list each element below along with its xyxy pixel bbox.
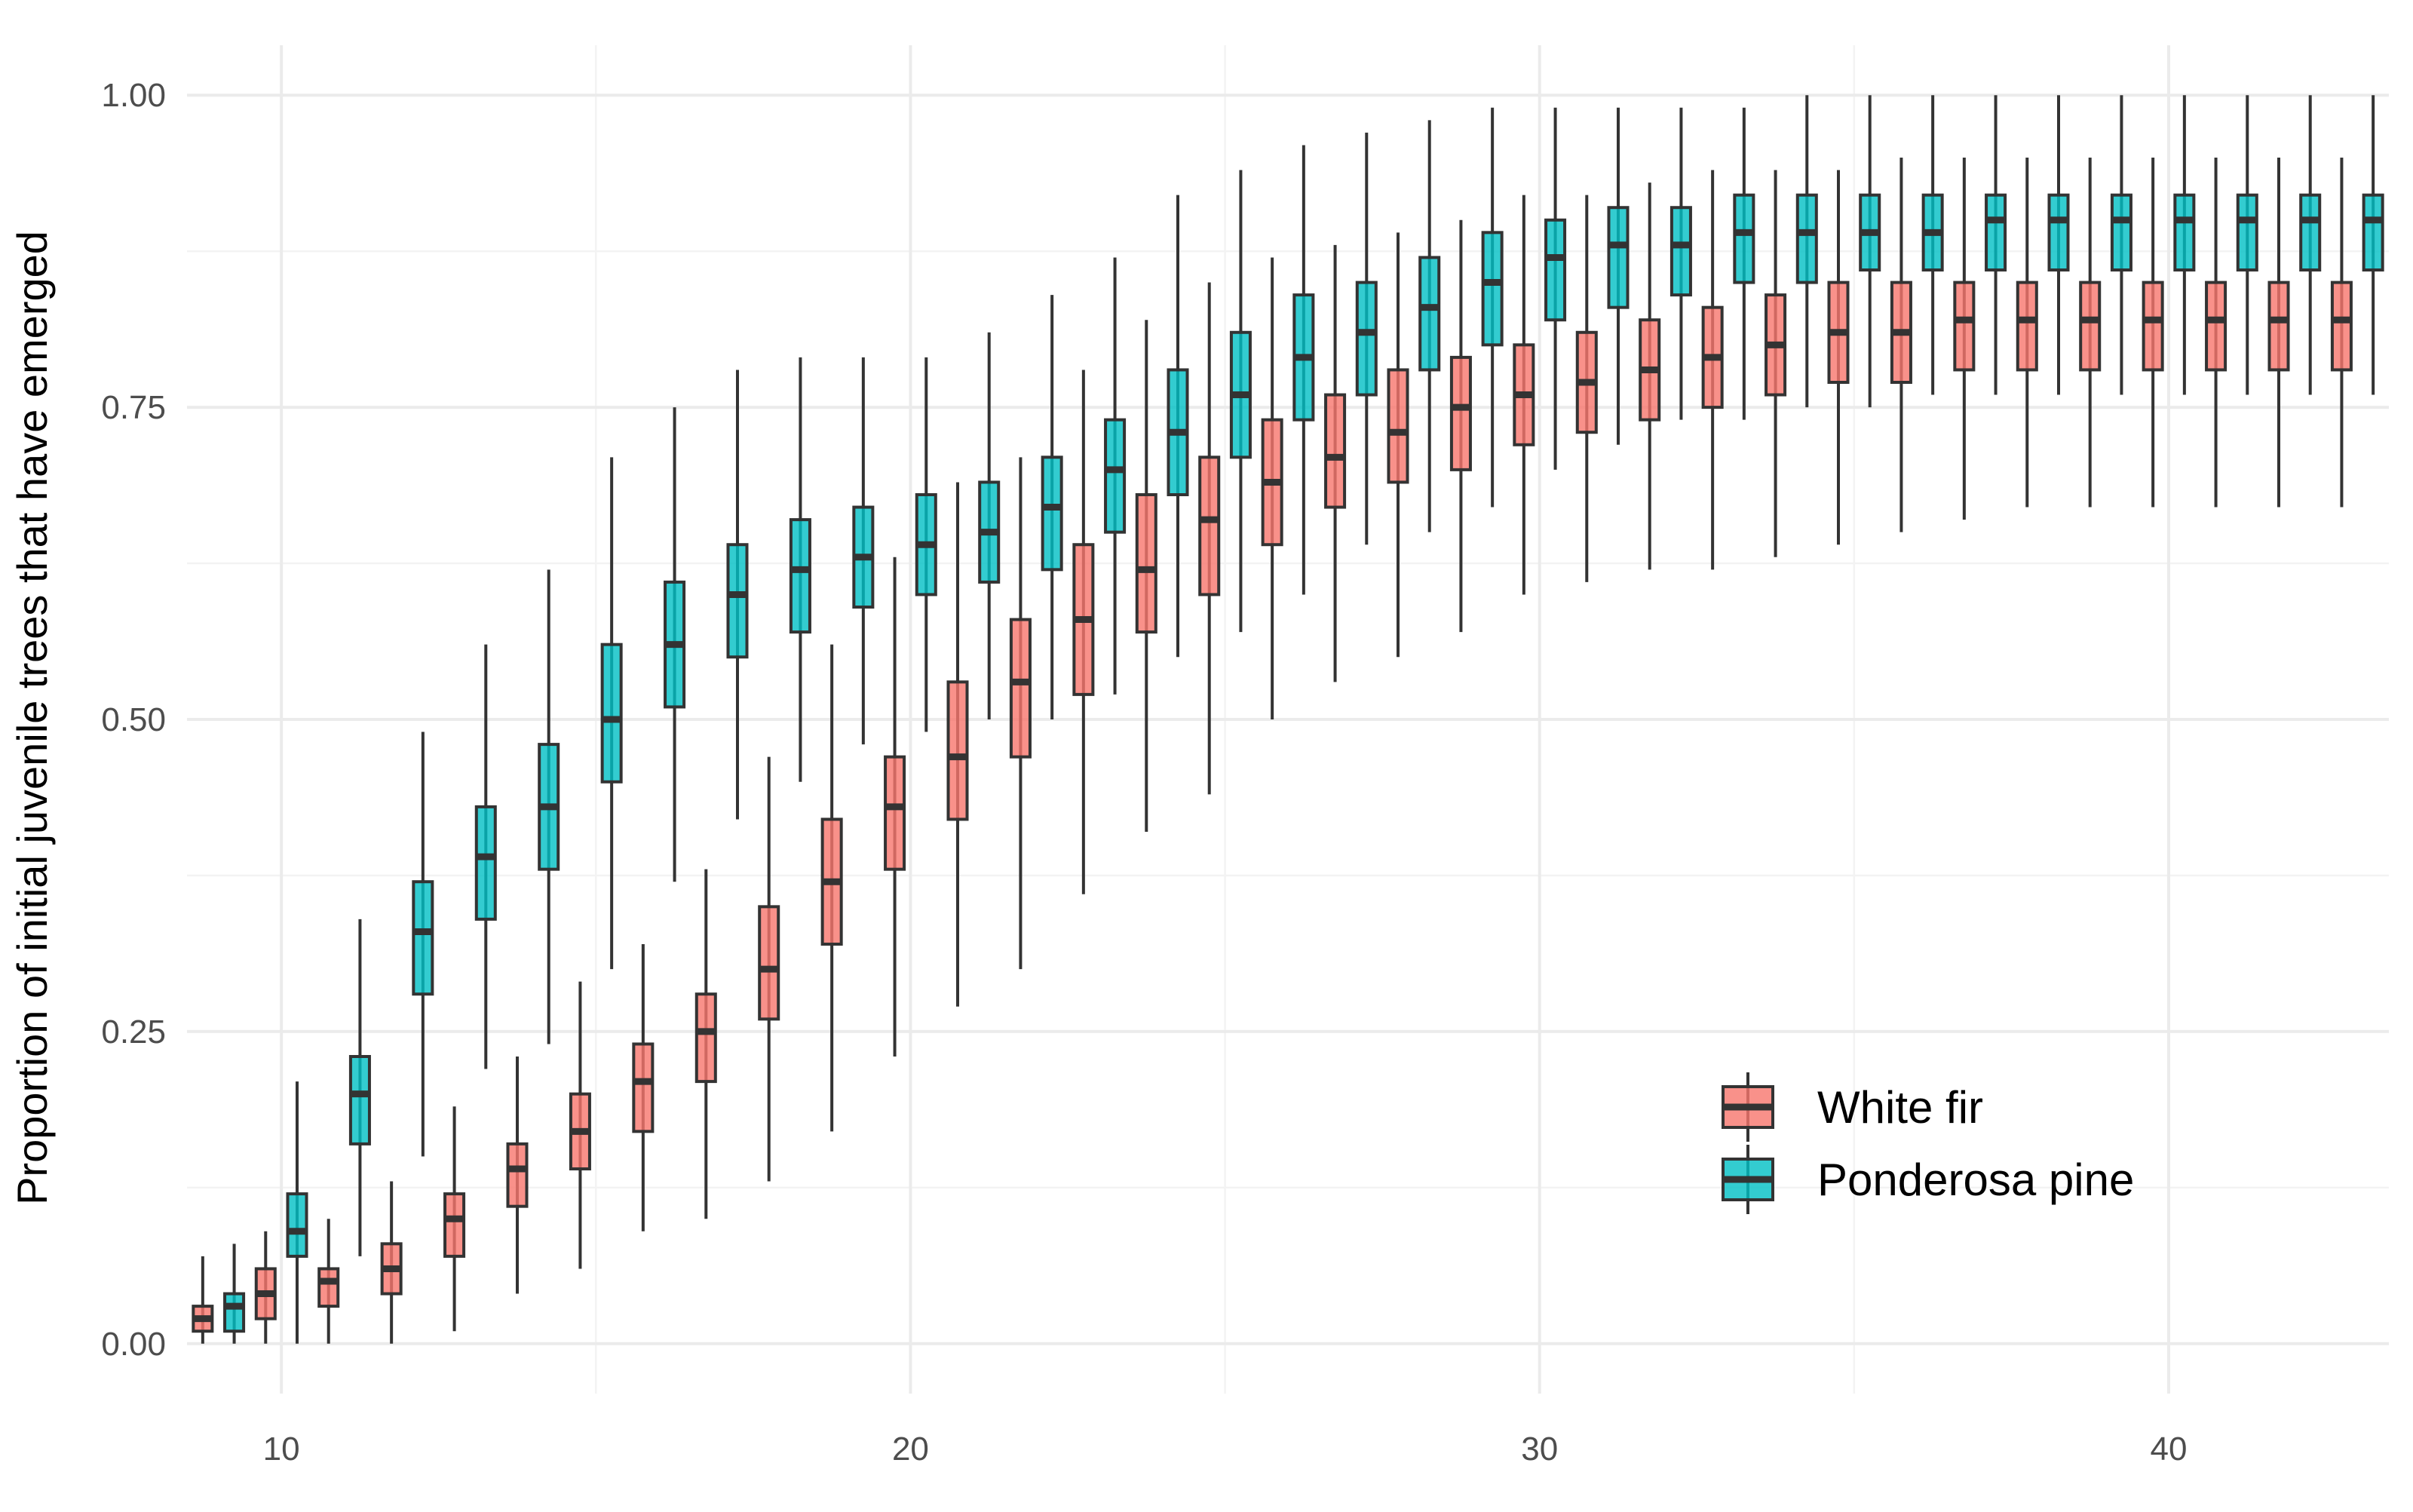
box [2236, 193, 2258, 271]
y-axis-title: Proportion of initial juvenile trees tha… [8, 231, 56, 1205]
legend: White fir Ponderosa pine [1722, 1072, 2134, 1214]
box [884, 755, 906, 871]
x-tick-label: 30 [1521, 1431, 1558, 1468]
legend-label: Ponderosa pine [1817, 1155, 2134, 1205]
box [758, 905, 780, 1021]
box [2362, 193, 2384, 271]
box [1009, 618, 1032, 759]
box [2330, 281, 2353, 372]
box [474, 805, 497, 921]
box [1324, 393, 1347, 509]
legend-key-white-fir [1722, 1072, 1774, 1142]
box [2110, 193, 2132, 271]
y-tick-label: 0.50 [101, 701, 166, 738]
box [1544, 218, 1567, 322]
box [1135, 493, 1157, 634]
box [1733, 193, 1755, 284]
x-tick-label: 40 [2151, 1431, 2188, 1468]
box [412, 880, 434, 996]
box [348, 1055, 371, 1146]
box [2016, 281, 2038, 372]
box [223, 1292, 246, 1333]
box [2142, 281, 2164, 372]
y-tick-label: 0.75 [101, 389, 166, 426]
box [2173, 193, 2196, 271]
box [789, 518, 811, 634]
box [2205, 281, 2228, 372]
box [1198, 455, 1221, 597]
box [1104, 418, 1127, 534]
y-tick-label: 0.00 [101, 1326, 166, 1363]
box [1607, 206, 1630, 309]
x-tick-label: 10 [263, 1431, 300, 1468]
series-white-fir [192, 158, 2353, 1344]
box [1985, 193, 2007, 271]
box [443, 1192, 466, 1258]
box [1387, 368, 1409, 484]
box [1795, 193, 1818, 284]
y-tick-label: 0.25 [101, 1014, 166, 1050]
box [694, 992, 717, 1084]
box [726, 543, 749, 659]
axes: Proportion of initial juvenile trees tha… [8, 77, 2187, 1468]
boxes [192, 95, 2384, 1344]
box [600, 643, 623, 784]
box [1355, 281, 1378, 397]
box [1953, 281, 1976, 372]
series-ponderosa-pine [223, 95, 2384, 1344]
box [286, 1192, 308, 1258]
box [946, 680, 969, 821]
box [2299, 193, 2322, 271]
gridlines [187, 45, 2389, 1394]
box [1481, 231, 1504, 347]
box [506, 1142, 529, 1208]
box [1418, 256, 1441, 372]
box [317, 1267, 340, 1308]
box [2267, 281, 2290, 372]
legend-label: White fir [1817, 1082, 1983, 1133]
x-tick-label: 20 [892, 1431, 929, 1468]
box [2047, 193, 2070, 271]
box [1449, 355, 1472, 471]
y-tick-label: 1.00 [101, 77, 166, 114]
box [2079, 281, 2102, 372]
box [1041, 455, 1063, 572]
box [632, 1042, 655, 1133]
legend-key-ponderosa-pine [1722, 1145, 1774, 1214]
box [1669, 206, 1692, 297]
